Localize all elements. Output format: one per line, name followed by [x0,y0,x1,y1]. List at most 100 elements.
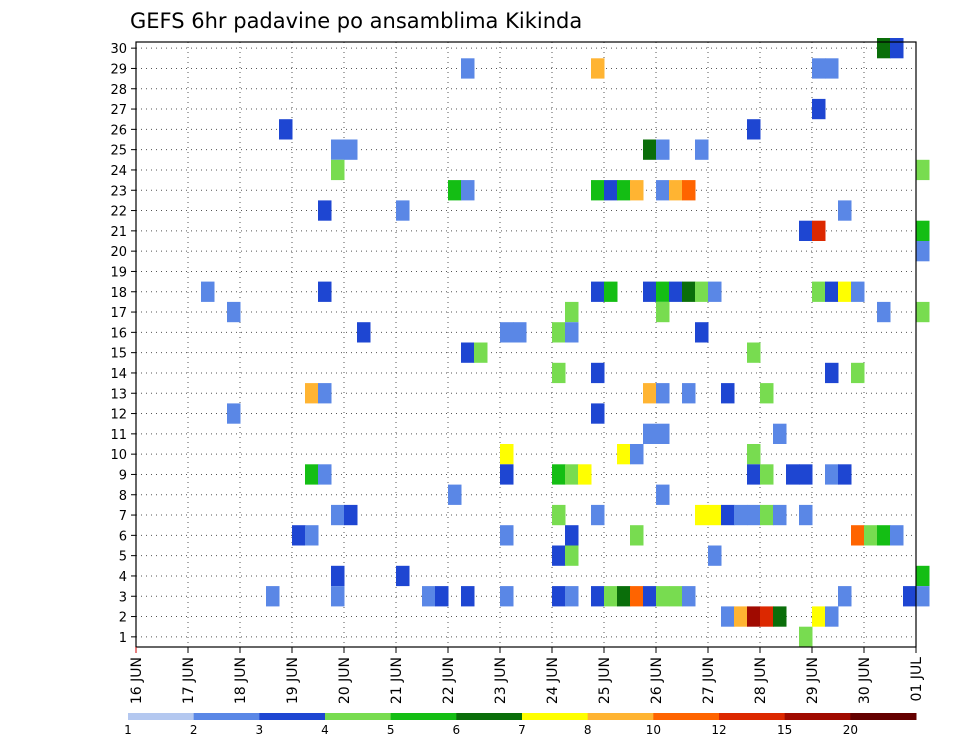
precip-cell [799,464,813,485]
x-tick-label: 22 JUN [441,657,457,704]
y-axis: 1234567891011121314151617181920212223242… [110,42,136,646]
y-tick-label: 18 [110,286,127,301]
precip-cell [279,119,293,140]
x-tick-label: 23 JUN [493,657,509,704]
precip-cell [721,606,735,627]
precip-cell [630,444,644,465]
precip-cell [695,139,709,160]
precip-cell [565,322,579,343]
precip-cell [565,586,579,607]
precip-cell [396,565,410,587]
precip-cell [292,525,306,546]
precip-cell [851,362,865,384]
precip-cell [760,383,774,404]
colorbar-swatch [522,713,589,720]
y-tick-label: 4 [119,570,127,585]
precip-cell [305,464,319,485]
precip-cell [331,139,345,160]
y-tick-label: 20 [110,245,127,260]
y-tick-label: 10 [110,448,127,463]
chart-title: GEFS 6hr padavine po ansamblima Kikinda [130,9,582,33]
precip-cell [825,464,839,485]
precip-cell [630,180,644,201]
colorbar-swatch [587,713,654,720]
precip-cell [916,301,930,323]
colorbar-label: 1 [124,723,132,737]
precip-cell [227,403,241,424]
y-tick-label: 8 [119,489,127,504]
precip-cell [682,180,696,201]
precip-cell [669,586,683,607]
precip-cell [318,281,332,302]
y-tick-label: 27 [110,103,127,118]
colorbar-label: 4 [321,723,329,737]
precip-cell [838,464,852,485]
precip-cell [799,504,813,526]
precip-cell [708,545,722,566]
x-tick-label: 21 JUN [389,657,405,704]
y-tick-label: 19 [110,265,127,280]
colorbar-swatch [325,713,392,720]
precip-cell [591,403,605,424]
y-tick-label: 29 [110,62,127,77]
precip-cell [812,220,826,241]
precip-cell [500,525,514,546]
colorbar: 1 2 3 4 5 6 7 8 10 12 15 20 [124,713,917,737]
precip-cell [500,444,514,465]
precip-cell [461,586,475,607]
precip-cell [864,525,878,546]
precip-cell [552,504,566,526]
precip-cell [708,504,722,526]
precip-cell [201,281,215,302]
precip-cell [604,281,618,302]
precip-cell [877,525,891,546]
precip-cell [890,38,904,59]
precip-cell [305,525,319,546]
precip-cell [916,586,930,607]
precip-cell [266,586,280,607]
y-tick-label: 14 [110,367,127,382]
precip-cell [604,180,618,201]
precip-cell [643,383,657,404]
precip-cell [591,586,605,607]
x-tick-label: 20 JUN [337,657,353,704]
cells-layer [201,38,930,647]
precip-cell [838,586,852,607]
precip-cell [695,504,709,526]
y-tick-label: 21 [110,225,127,240]
x-axis: 16 JUN 17 JUN 18 JUN 19 JUN 20 JUN 21 JUN 22 J… [129,647,925,704]
precip-cell [747,342,761,363]
colorbar-swatch [653,713,720,720]
precip-cell [578,464,592,485]
y-tick-label: 12 [110,408,127,423]
x-tick-label: 27 JUN [701,657,717,704]
precip-cell [630,586,644,607]
precip-cell [903,586,917,607]
precip-cell [721,383,735,404]
precip-cell [461,180,475,201]
y-tick-label: 3 [119,590,127,605]
colorbar-swatch [193,713,260,720]
y-tick-label: 25 [110,144,127,159]
precip-cell [630,525,644,546]
x-tick-label: 01 JUL [909,657,925,702]
precip-cell [890,525,904,546]
x-tick-label: 29 JUN [805,657,821,704]
y-tick-label: 30 [110,42,127,57]
precip-cell [786,464,800,485]
precip-cell [513,322,527,343]
precip-cell [604,586,618,607]
y-tick-label: 22 [110,205,127,220]
precip-cell [656,586,670,607]
precip-cell [643,139,657,160]
precip-cell [916,220,930,241]
precip-cell [344,504,358,526]
precip-cell [825,58,839,79]
precip-cell [747,504,761,526]
y-tick-label: 26 [110,123,127,138]
precip-cell [448,484,462,505]
precip-cell [695,281,709,302]
precip-cell [461,342,475,363]
precip-cell [812,281,826,302]
